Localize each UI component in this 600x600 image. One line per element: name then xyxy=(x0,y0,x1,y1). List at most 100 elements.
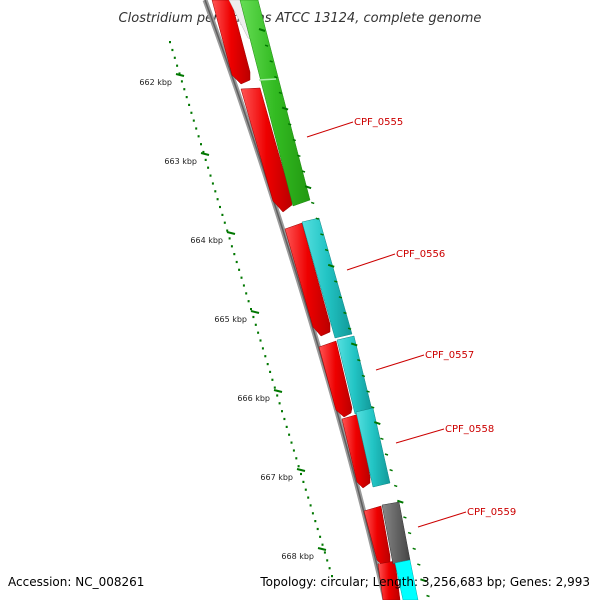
scale-major-tick xyxy=(273,389,283,393)
outer-tick xyxy=(373,421,381,426)
scale-minor-tick xyxy=(207,166,210,169)
scale-minor-tick xyxy=(288,433,291,436)
scale-minor-tick xyxy=(242,284,245,287)
scale-minor-tick xyxy=(309,504,312,507)
gene-label[interactable]: CPF_0556 xyxy=(396,249,445,260)
scale-minor-tick xyxy=(200,143,202,146)
gene-feature-cyan[interactable] xyxy=(301,217,353,339)
scale-minor-tick xyxy=(302,480,305,483)
scale-minor-tick xyxy=(285,425,288,428)
scale-minor-tick xyxy=(300,472,302,476)
scale-minor-tick xyxy=(304,488,307,491)
scale-minor-tick xyxy=(173,56,176,59)
outer-tick xyxy=(417,563,421,566)
gene-label[interactable]: CPF_0558 xyxy=(445,424,494,435)
gene-label[interactable]: CPF_0559 xyxy=(467,507,516,518)
scale-major-tick xyxy=(250,310,260,314)
scale-minor-tick xyxy=(192,119,195,122)
scale-minor-tick xyxy=(307,496,310,499)
outer-tick xyxy=(370,406,375,409)
outer-tick xyxy=(287,123,292,126)
genome-backbone-edge xyxy=(204,0,386,600)
outer-tick xyxy=(258,28,266,32)
gene-feature-cyan[interactable] xyxy=(355,407,391,488)
scale-minor-tick xyxy=(211,182,214,185)
gene-arrow-red[interactable] xyxy=(211,0,251,85)
scale-label: 665 kbp xyxy=(214,315,247,324)
scale-minor-tick xyxy=(247,300,250,303)
scale-minor-tick xyxy=(190,111,193,114)
scale-minor-tick xyxy=(283,417,286,421)
scale-minor-tick xyxy=(254,323,257,326)
scale-minor-tick xyxy=(219,205,221,209)
scale-minor-tick xyxy=(281,410,283,413)
scale-minor-tick xyxy=(321,543,324,546)
gene-arrow-red[interactable] xyxy=(284,222,331,337)
scale-minor-tick xyxy=(297,465,300,468)
outer-tick xyxy=(380,437,384,441)
scale-minor-tick xyxy=(252,315,255,319)
outer-tick xyxy=(426,594,430,598)
scale-minor-tick xyxy=(230,245,233,248)
gene-leader-line xyxy=(346,253,396,271)
gene-label[interactable]: CPF_0557 xyxy=(425,350,474,361)
gene-arrow-red[interactable] xyxy=(240,87,293,213)
gene-label-group: CPF_0555 CPF_0556 CPF_0557 CPF_0558 CPF_… xyxy=(306,117,516,528)
outer-tick xyxy=(389,468,393,472)
scale-minor-tick xyxy=(295,457,298,460)
outer-tick xyxy=(297,154,301,158)
scale-minor-tick xyxy=(204,158,207,161)
outer-tick xyxy=(350,342,358,347)
outer-tick xyxy=(320,233,324,236)
genome-backbone xyxy=(202,0,388,600)
genome-summary-text: Topology: circular; Length: 3,256,683 bp… xyxy=(259,575,590,589)
outer-tick xyxy=(384,453,389,456)
scale-minor-tick xyxy=(171,48,174,52)
map-title: Clostridium perfringens ATCC 13124, comp… xyxy=(119,11,482,26)
outer-tick xyxy=(301,170,306,173)
gene-feature-green[interactable] xyxy=(239,0,311,207)
scale-major-tick xyxy=(200,152,210,156)
outer-tick xyxy=(361,374,366,378)
scale-minor-tick xyxy=(226,229,229,232)
outer-tick xyxy=(281,106,289,111)
scale-label: 664 kbp xyxy=(190,236,223,245)
gene-arrow-red[interactable] xyxy=(377,560,401,600)
outer-tick xyxy=(347,327,352,330)
outer-tick xyxy=(403,516,407,519)
scale-minor-tick xyxy=(326,559,329,562)
scale-minor-tick xyxy=(331,575,333,578)
outer-tick xyxy=(343,311,347,315)
outer-tick xyxy=(357,358,361,362)
scale-minor-tick xyxy=(202,150,205,154)
scale-minor-tick xyxy=(259,339,262,342)
outer-tick xyxy=(334,280,338,283)
scale-minor-tick xyxy=(216,198,219,201)
outer-tick xyxy=(420,578,427,583)
gene-leader-line xyxy=(417,511,467,528)
scale-minor-tick xyxy=(185,96,188,99)
gene-leader-line xyxy=(306,121,354,138)
scale-minor-tick xyxy=(178,72,181,75)
scale-minor-tick xyxy=(214,190,217,193)
gene-label[interactable]: CPF_0555 xyxy=(354,117,403,128)
outer-tick xyxy=(393,484,398,488)
outer-tick xyxy=(292,138,297,142)
scale-label: 663 kbp xyxy=(164,157,197,166)
scale-minor-tick xyxy=(292,449,295,452)
gene-feature-bright-cyan[interactable] xyxy=(394,559,419,600)
outer-tick xyxy=(274,75,278,79)
scale-label: 662 kbp xyxy=(139,78,172,87)
scale-minor-tick xyxy=(180,80,183,83)
scale-minor-tick xyxy=(228,237,231,240)
outer-tick xyxy=(315,217,320,220)
feature-divider xyxy=(258,78,277,81)
scale-major-tick xyxy=(226,231,236,235)
scale-minor-tick xyxy=(311,512,314,515)
gene-leader-line xyxy=(395,428,445,444)
scale-minor-tick xyxy=(235,260,238,264)
gene-arrow-red[interactable] xyxy=(318,340,353,418)
scale-minor-tick xyxy=(319,535,322,538)
scale-minor-tick xyxy=(245,292,248,295)
outer-tick xyxy=(327,263,335,268)
